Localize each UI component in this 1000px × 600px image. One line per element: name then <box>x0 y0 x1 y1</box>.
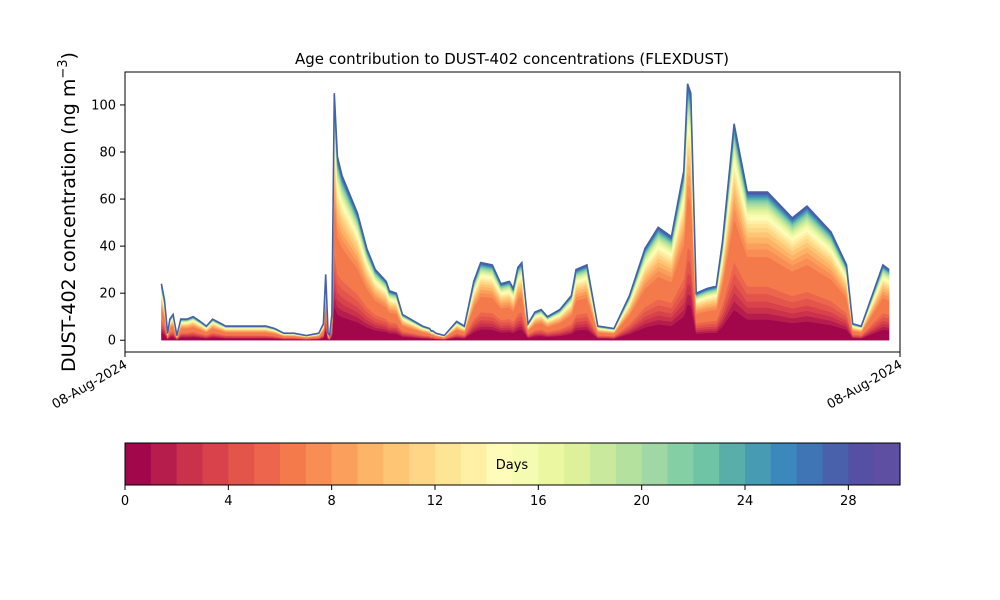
colorbar-swatch <box>254 443 281 485</box>
colorbar-swatch <box>693 443 720 485</box>
colorbar-tick-label: 12 <box>427 494 444 509</box>
colorbar-tick-label: 16 <box>530 494 547 509</box>
y-tick-label: 40 <box>99 240 116 255</box>
colorbar-swatch <box>176 443 204 485</box>
stacked-areas <box>161 83 890 341</box>
colorbar-swatch <box>615 443 643 485</box>
y-tick-label: 60 <box>99 193 116 208</box>
colorbar-frame <box>124 442 901 486</box>
x-axis-ticks: 08-Aug-2024 08-Aug-2024 <box>50 352 905 413</box>
colorbar-swatch <box>435 443 462 485</box>
colorbar-swatch <box>202 443 229 485</box>
total-outline <box>160 83 890 338</box>
colorbar-swatch <box>409 443 436 485</box>
colorbar-swatch <box>460 443 488 485</box>
y-tick-label: 80 <box>99 146 116 161</box>
y-axis-ticks: 0 20 40 60 80 100 <box>91 98 125 349</box>
colorbar-swatch <box>590 443 617 485</box>
y-axis-label: DUST-402 concentration (ng m−3) <box>56 52 80 372</box>
chart-title: Age contribution to DUST-402 concentrati… <box>295 50 729 68</box>
y-tick-label: 0 <box>108 334 116 349</box>
colorbar-ticks: 0 4 8 12 16 20 24 28 <box>121 485 857 509</box>
colorbar-swatch <box>745 443 772 485</box>
y-tick-label: 20 <box>99 287 116 302</box>
colorbar-swatch <box>719 443 746 485</box>
colorbar-swatch <box>512 443 539 485</box>
colorbar-tick-label: 28 <box>840 494 857 509</box>
colorbar-tick-label: 4 <box>224 494 232 509</box>
colorbar-tick-label: 0 <box>121 494 129 509</box>
y-axis-label-superscript: −3 <box>56 59 71 78</box>
colorbar-swatch <box>564 443 591 485</box>
colorbar <box>125 443 901 485</box>
colorbar-swatch <box>641 443 669 485</box>
x-tick-label: 08-Aug-2024 <box>825 357 905 412</box>
colorbar-swatch <box>538 443 565 485</box>
colorbar-tick-label: 8 <box>328 494 336 509</box>
colorbar-swatch <box>228 443 255 485</box>
colorbar-swatch <box>331 443 359 485</box>
colorbar-tick-label: 20 <box>633 494 650 509</box>
colorbar-swatch <box>125 443 152 485</box>
colorbar-swatch <box>383 443 410 485</box>
colorbar-swatch <box>357 443 384 485</box>
colorbar-swatch <box>796 443 824 485</box>
colorbar-swatch <box>848 443 875 485</box>
colorbar-swatch <box>770 443 798 485</box>
plot-frame <box>124 71 901 353</box>
colorbar-swatch <box>667 443 694 485</box>
colorbar-swatch <box>486 443 514 485</box>
colorbar-label: Days <box>496 458 529 473</box>
colorbar-swatch <box>150 443 178 485</box>
colorbar-swatch <box>874 443 901 485</box>
colorbar-swatch <box>305 443 333 485</box>
colorbar-tick-label: 24 <box>737 494 754 509</box>
colorbar-swatch <box>280 443 307 485</box>
colorbar-swatch <box>822 443 849 485</box>
y-tick-label: 100 <box>91 98 116 113</box>
